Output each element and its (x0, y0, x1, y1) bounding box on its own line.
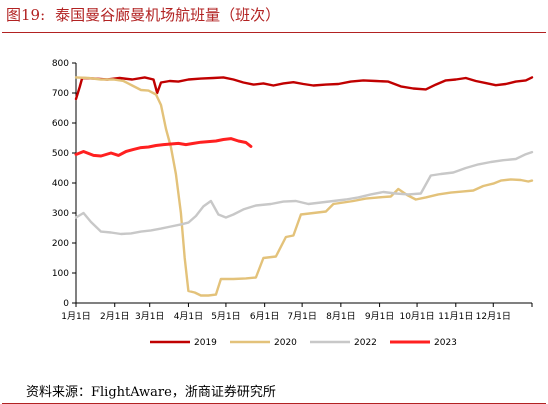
y-tick-label: 400 (52, 179, 69, 189)
figure-number: 图19: (6, 6, 46, 24)
series-line-2019 (74, 76, 534, 101)
legend-label-2022: 2022 (354, 338, 377, 348)
y-tick-label: 700 (52, 89, 69, 99)
x-tick-label: 10月1日 (399, 311, 434, 322)
y-tick-label: 300 (52, 209, 69, 219)
x-tick-label: 12月1日 (476, 311, 511, 322)
y-tick-label: 600 (52, 119, 69, 129)
legend-label-2020: 2020 (274, 338, 297, 348)
series-line-2020 (74, 76, 534, 297)
title-divider (2, 32, 546, 33)
legend-label-2019: 2019 (194, 338, 217, 348)
x-tick-label: 4月1日 (174, 311, 203, 322)
y-tick-label: 0 (63, 299, 69, 309)
series-line-2023 (74, 137, 253, 158)
legend-label-2023: 2023 (434, 338, 457, 348)
y-tick-label: 500 (52, 149, 69, 159)
y-tick-label: 100 (52, 269, 69, 279)
x-tick-label: 5月1日 (211, 311, 240, 322)
figure-title-text: 泰国曼谷廊曼机场航班量（班次） (55, 6, 281, 24)
x-tick-label: 11月1日 (438, 311, 473, 322)
x-tick-label: 6月1日 (250, 311, 279, 322)
source-note: 资料来源：FlightAware，浙商证券研究所 (26, 385, 276, 400)
x-tick-label: 7月1日 (287, 311, 316, 322)
y-tick-label: 800 (52, 59, 69, 69)
line-chart: 0 100 200 300 400 500 600 700 800 1月1日 2月1日 3月1日 4月1… (52, 59, 534, 348)
y-tick-label: 200 (52, 239, 69, 249)
x-tick-label: 3月1日 (135, 311, 164, 322)
x-tick-label: 9月1日 (365, 311, 394, 322)
series-line-2022 (74, 150, 534, 236)
x-tick-label: 1月1日 (61, 311, 90, 322)
figure-title: 图19: 泰国曼谷廊曼机场航班量（班次） (6, 4, 280, 25)
x-tick-label: 8月1日 (326, 311, 355, 322)
x-tick-label: 2月1日 (100, 311, 129, 322)
